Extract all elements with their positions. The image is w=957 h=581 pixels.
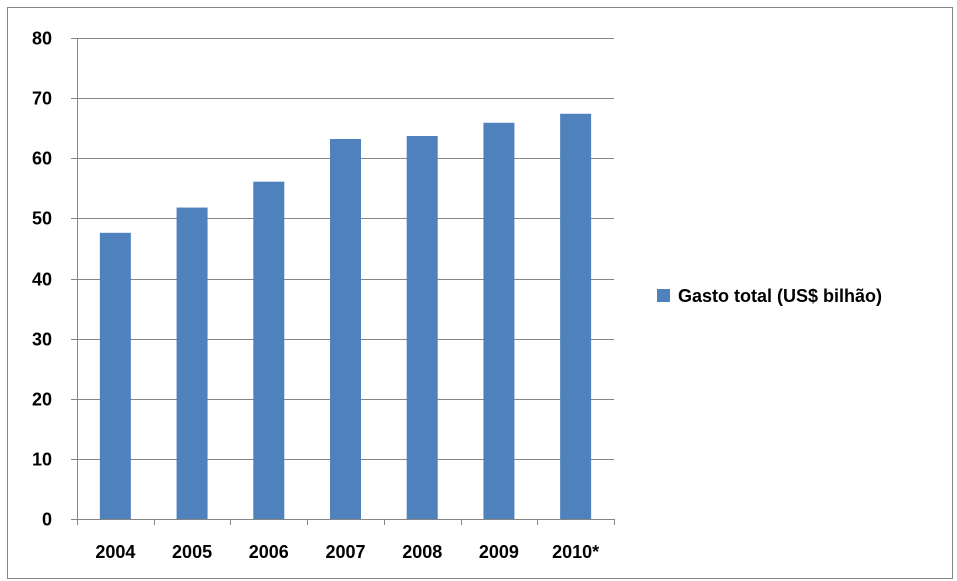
x-tick-labels: 2004 2005 2006 2007 2008 2009 2010*	[95, 542, 599, 562]
axes	[71, 38, 615, 525]
bar	[406, 136, 438, 519]
x-tick-label: 2004	[95, 542, 135, 562]
y-tick-label: 20	[32, 390, 52, 410]
y-tick-label: 10	[32, 450, 52, 470]
y-tick-label: 0	[42, 510, 52, 530]
x-tick-label: 2006	[249, 542, 289, 562]
y-tick-label: 80	[32, 29, 52, 49]
y-tick-label: 70	[32, 89, 52, 109]
y-tick-label: 60	[32, 149, 52, 169]
bar	[253, 181, 285, 520]
y-tick-label: 50	[32, 209, 52, 229]
y-tick-labels: 0 10 20 30 40 50 60 70 80	[32, 29, 52, 530]
bars	[99, 113, 592, 520]
x-tick-label: 2005	[172, 542, 212, 562]
y-tick-label: 30	[32, 330, 52, 350]
y-tick-label: 40	[32, 270, 52, 290]
x-tick-label: 2008	[402, 542, 442, 562]
bar	[330, 139, 361, 519]
legend-swatch	[657, 289, 670, 302]
legend: Gasto total (US$ bilhão)	[657, 286, 882, 306]
x-tick-label: 2009	[479, 542, 519, 562]
bar	[483, 122, 515, 520]
bar	[560, 113, 592, 519]
x-tick-label: 2010*	[552, 542, 599, 562]
bar	[99, 232, 131, 519]
legend-label: Gasto total (US$ bilhão)	[678, 286, 882, 306]
bar	[176, 207, 208, 520]
chart-frame	[7, 7, 953, 579]
x-tick-label: 2007	[325, 542, 365, 562]
